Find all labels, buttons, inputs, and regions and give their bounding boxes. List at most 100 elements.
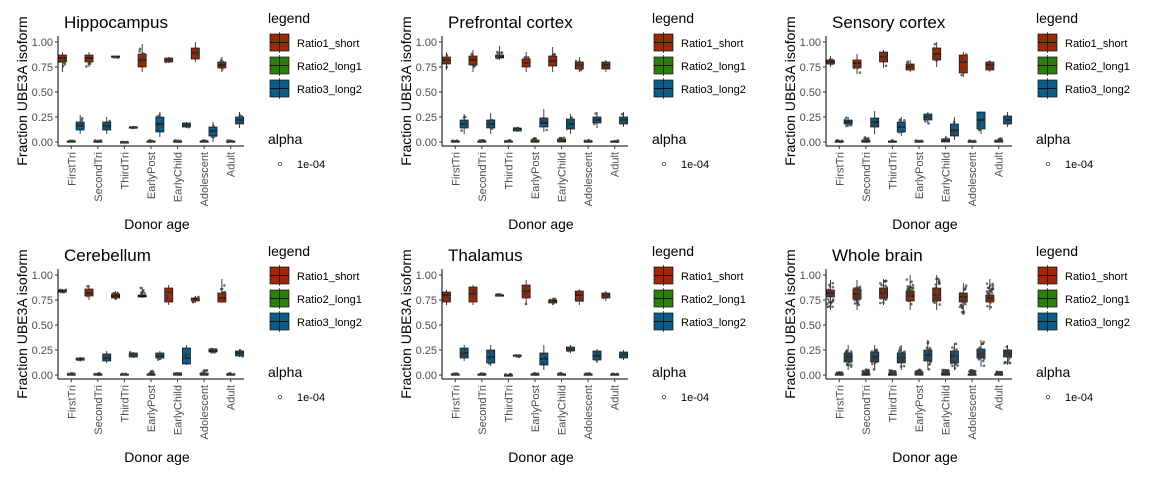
y-tick-label: 0.00: [32, 370, 53, 382]
box-ratio3_long2-adolescent: [976, 340, 986, 368]
data-point: [854, 297, 858, 301]
data-point: [961, 292, 965, 295]
data-point: [548, 56, 551, 60]
data-point: [442, 299, 445, 302]
data-point: [195, 49, 199, 53]
data-point: [59, 290, 62, 294]
panel-title: Sensory cortex: [832, 13, 946, 32]
box-ratio3_long2-thirdtri: [896, 117, 906, 136]
data-point: [562, 136, 566, 140]
data-point: [516, 126, 520, 130]
data-point: [575, 299, 579, 303]
data-point: [596, 117, 600, 120]
data-point: [139, 286, 142, 290]
data-point: [186, 353, 190, 356]
box-ratio1_short-firsttri: [58, 52, 67, 72]
data-point: [985, 282, 989, 285]
y-tick-label: 0.25: [32, 112, 53, 124]
data-point: [524, 291, 528, 295]
data-point: [910, 64, 914, 68]
data-point: [229, 372, 232, 376]
data-point: [926, 115, 930, 118]
alpha-legend-title: alpha: [268, 131, 302, 147]
data-point: [902, 364, 906, 368]
data-point: [911, 286, 914, 290]
data-point: [240, 115, 244, 118]
data-point: [991, 66, 994, 70]
data-point: [491, 349, 494, 353]
box-ratio3_long2-secondtri: [870, 111, 880, 134]
data-point: [223, 284, 226, 287]
x-tick-label: SecondTri: [93, 385, 105, 435]
legend-title: legend: [1036, 243, 1078, 259]
data-point: [1000, 372, 1003, 376]
data-point: [986, 286, 990, 289]
box-ratio2_long1-adolescent: [199, 368, 209, 376]
data-point: [864, 370, 867, 374]
data-point: [506, 139, 510, 143]
data-point: [982, 116, 986, 120]
data-point: [885, 285, 888, 289]
box-ratio3_long2-adult: [235, 348, 244, 358]
data-point: [205, 140, 209, 143]
data-point: [193, 296, 197, 300]
data-point: [94, 140, 97, 143]
x-axis-title: Donor age: [124, 216, 190, 232]
data-point: [881, 58, 885, 62]
data-point: [891, 139, 895, 142]
data-point: [945, 138, 949, 142]
box-ratio2_long1-earlychild: [557, 371, 566, 376]
panel-prefrontal-cortex: Prefrontal cortex Fraction UBE3A isoform 0…: [384, 0, 768, 240]
data-point: [986, 66, 990, 69]
data-point: [898, 118, 902, 122]
legend-key-ratio3_long2: [653, 78, 674, 99]
y-tick-label: 0.00: [416, 137, 437, 149]
data-point: [885, 55, 888, 59]
y-tick-label: 0.50: [416, 87, 437, 99]
panel-title: Prefrontal cortex: [448, 13, 573, 32]
box-ratio1_short-secondtri: [84, 52, 94, 68]
data-point: [526, 284, 530, 288]
data-point: [853, 302, 857, 305]
data-point: [471, 295, 475, 299]
data-point: [528, 62, 531, 66]
data-point: [607, 295, 611, 299]
x-tick-label: SecondTri: [477, 385, 489, 435]
data-point: [220, 287, 224, 291]
x-tick-label: EarlyChild: [173, 152, 185, 202]
data-point: [241, 355, 244, 358]
box-ratio1_short-firsttri: [826, 56, 835, 67]
data-point: [953, 366, 957, 370]
data-point: [196, 53, 200, 56]
data-point: [545, 118, 549, 122]
data-point: [902, 130, 905, 133]
alpha-legend-point: [661, 161, 666, 166]
data-point: [927, 355, 930, 359]
data-point: [105, 121, 109, 125]
data-point: [99, 139, 103, 142]
x-tick-label: Adult: [226, 385, 238, 410]
data-point: [487, 362, 491, 365]
x-axis-title: Donor age: [124, 449, 190, 465]
data-point: [583, 139, 587, 143]
legend-key-ratio1_short: [269, 32, 290, 53]
data-point: [875, 118, 878, 121]
y-tick-label: 0.00: [800, 370, 821, 382]
data-point: [108, 119, 111, 123]
data-point: [932, 46, 936, 50]
box-ratio3_long2-earlychild: [182, 122, 191, 129]
data-point: [157, 128, 161, 132]
data-point: [910, 280, 913, 284]
data-point: [981, 354, 985, 358]
data-point: [1008, 361, 1012, 365]
legend-title: legend: [652, 10, 694, 26]
x-tick-label: EarlyChild: [173, 385, 185, 435]
y-tick-label: 0.25: [800, 345, 821, 357]
data-point: [239, 348, 242, 352]
box-ratio1_short-earlychild: [932, 275, 942, 310]
data-point: [996, 371, 1000, 375]
data-point: [962, 299, 965, 303]
legend-key-ratio2_long1: [269, 288, 290, 309]
data-point: [990, 64, 994, 67]
legend-label: Ratio3_long2: [297, 84, 362, 96]
